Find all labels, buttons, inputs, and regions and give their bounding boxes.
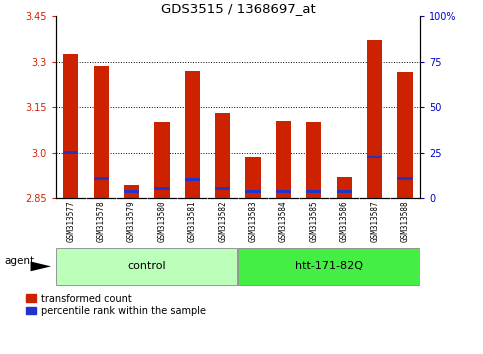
Bar xyxy=(124,184,139,198)
Text: GSM313580: GSM313580 xyxy=(157,201,167,242)
Bar xyxy=(245,190,261,193)
Bar xyxy=(398,177,412,180)
Text: GSM313586: GSM313586 xyxy=(340,201,349,242)
Bar xyxy=(94,177,109,180)
Bar xyxy=(276,190,291,193)
Bar xyxy=(94,66,109,198)
Text: htt-171-82Q: htt-171-82Q xyxy=(295,261,363,272)
Text: GSM313579: GSM313579 xyxy=(127,201,136,242)
Text: GSM313587: GSM313587 xyxy=(370,201,379,242)
Bar xyxy=(185,178,200,181)
Bar xyxy=(215,113,230,198)
FancyBboxPatch shape xyxy=(56,248,237,285)
Bar xyxy=(367,40,382,198)
Bar xyxy=(63,54,78,198)
Bar xyxy=(306,190,322,193)
Bar xyxy=(337,190,352,193)
Bar xyxy=(276,121,291,198)
Text: GSM313583: GSM313583 xyxy=(249,201,257,242)
Text: agent: agent xyxy=(4,257,35,267)
Text: control: control xyxy=(128,261,166,272)
Bar xyxy=(154,122,170,198)
Bar xyxy=(337,177,352,198)
Bar xyxy=(306,122,322,198)
Text: GSM313581: GSM313581 xyxy=(188,201,197,242)
Bar xyxy=(215,187,230,190)
Legend: transformed count, percentile rank within the sample: transformed count, percentile rank withi… xyxy=(24,292,208,318)
Text: GSM313577: GSM313577 xyxy=(66,201,75,242)
Text: GSM313585: GSM313585 xyxy=(309,201,318,242)
Bar xyxy=(124,190,139,193)
FancyBboxPatch shape xyxy=(239,248,420,285)
Bar xyxy=(154,187,170,190)
Bar xyxy=(185,71,200,198)
Text: GSM313584: GSM313584 xyxy=(279,201,288,242)
Bar xyxy=(245,157,261,198)
Bar xyxy=(367,156,382,159)
Bar xyxy=(63,152,78,154)
Text: GSM313578: GSM313578 xyxy=(97,201,106,242)
Text: GSM313588: GSM313588 xyxy=(400,201,410,242)
Polygon shape xyxy=(30,262,51,271)
Title: GDS3515 / 1368697_at: GDS3515 / 1368697_at xyxy=(160,2,315,15)
Bar xyxy=(398,72,412,198)
Text: GSM313582: GSM313582 xyxy=(218,201,227,242)
